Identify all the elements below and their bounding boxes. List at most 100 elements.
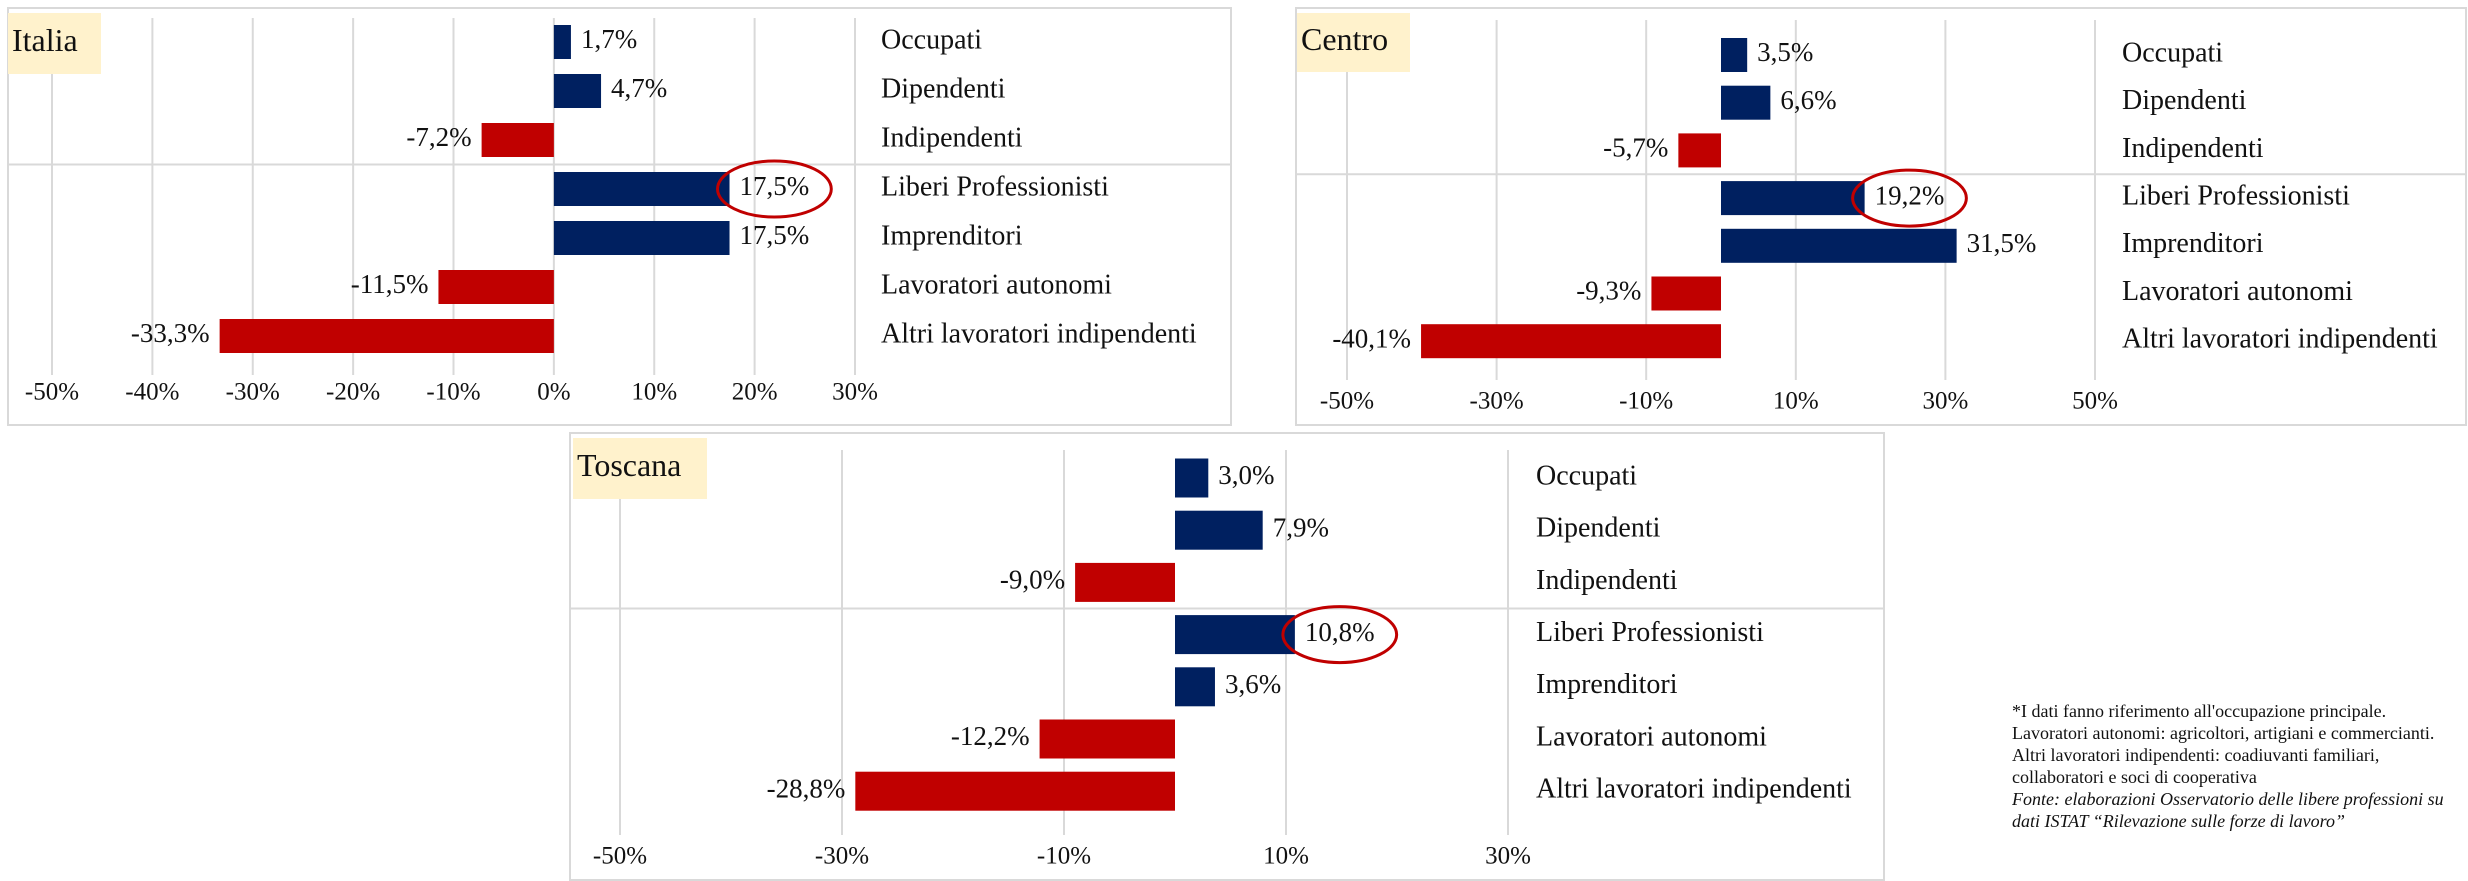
highlight-circle <box>1281 605 1399 665</box>
title-background <box>1297 13 1410 72</box>
x-tick-label: 30% <box>832 379 878 406</box>
bar <box>1721 228 1957 263</box>
value-label: -28,8% <box>767 773 846 803</box>
value-label: -12,2% <box>951 721 1030 751</box>
bar <box>1175 510 1263 550</box>
value-label: -5,7% <box>1603 133 1668 163</box>
x-tick-label: -10% <box>1619 388 1673 415</box>
x-tick-label: 50% <box>2072 388 2118 415</box>
value-label: -9,0% <box>1000 565 1065 595</box>
bar <box>1651 276 1721 311</box>
footnote: *I dati fanno riferimento all'occupazion… <box>2012 700 2462 832</box>
bar <box>855 771 1175 811</box>
bar <box>553 25 571 59</box>
category-label: Liberi Professionisti <box>1536 617 1764 648</box>
bar <box>1175 458 1209 498</box>
x-tick-label: -20% <box>326 379 380 406</box>
value-label: 4,7% <box>611 73 667 103</box>
footnote-source: Fonte: elaborazioni Osservatorio delle l… <box>2012 789 2444 831</box>
value-label: 17,5% <box>740 171 810 201</box>
x-tick-label: -10% <box>426 379 480 406</box>
category-label: Lavoratori autonomi <box>881 269 1112 300</box>
category-label: Indipendenti <box>1536 565 1678 596</box>
category-label: Indipendenti <box>881 122 1023 153</box>
value-label: 3,6% <box>1225 669 1281 699</box>
x-tick-label: -30% <box>1470 388 1524 415</box>
category-label: Liberi Professionisti <box>881 171 1109 202</box>
x-tick-label: -50% <box>1320 388 1374 415</box>
panel-border <box>569 432 1885 881</box>
value-label: -9,3% <box>1576 276 1641 306</box>
value-label: 6,6% <box>1780 85 1836 115</box>
x-tick-label: 20% <box>732 379 778 406</box>
category-label: Dipendenti <box>2122 85 2247 116</box>
value-label: 31,5% <box>1967 228 2037 258</box>
x-tick-label: 0% <box>537 379 570 406</box>
bar <box>1075 562 1175 602</box>
highlight-circle <box>716 159 833 219</box>
value-label: -7,2% <box>406 122 471 152</box>
bar <box>1721 181 1865 216</box>
chart-title: Centro <box>1301 21 1388 57</box>
x-tick-label: -40% <box>125 379 179 406</box>
chart-title: Toscana <box>577 447 681 483</box>
x-tick-label: 10% <box>1773 388 1819 415</box>
value-label: 7,9% <box>1273 512 1329 542</box>
category-label: Dipendenti <box>1536 513 1661 544</box>
value-label: -33,3% <box>131 318 210 348</box>
category-label: Occupati <box>1536 460 1637 491</box>
x-tick-label: -10% <box>1037 843 1091 870</box>
value-label: 10,8% <box>1305 617 1375 647</box>
bar <box>553 221 730 255</box>
category-label: Imprenditori <box>2122 228 2264 259</box>
category-label: Indipendenti <box>2122 133 2264 164</box>
x-tick-label: 10% <box>1263 843 1309 870</box>
bar <box>1421 324 1721 359</box>
highlight-circle <box>1851 168 1968 228</box>
category-label: Altri lavoratori indipendenti <box>1536 774 1852 805</box>
x-tick-label: 30% <box>1922 388 1968 415</box>
bar <box>553 74 602 108</box>
x-tick-label: 10% <box>631 379 677 406</box>
panel-border <box>1295 7 2467 426</box>
bar <box>1175 667 1215 707</box>
chart-title: Italia <box>12 22 78 58</box>
title-background <box>8 13 101 74</box>
footnote-note: *I dati fanno riferimento all'occupazion… <box>2012 701 2435 787</box>
x-tick-label: 30% <box>1485 843 1531 870</box>
x-tick-label: -50% <box>25 379 79 406</box>
value-label: 3,0% <box>1218 460 1274 490</box>
value-label: 19,2% <box>1875 180 1945 210</box>
value-label: 3,5% <box>1757 37 1813 67</box>
bar <box>1721 85 1771 120</box>
bar <box>481 123 554 157</box>
x-tick-label: -50% <box>593 843 647 870</box>
bar <box>1721 38 1748 72</box>
category-label: Occupati <box>2122 37 2223 68</box>
category-label: Altri lavoratori indipendenti <box>881 318 1197 349</box>
category-label: Dipendenti <box>881 73 1006 104</box>
bar <box>1678 133 1721 168</box>
value-label: -40,1% <box>1332 323 1411 353</box>
category-label: Lavoratori autonomi <box>2122 276 2353 307</box>
category-label: Altri lavoratori indipendenti <box>2122 324 2438 355</box>
value-label: 17,5% <box>740 220 810 250</box>
value-label: 1,7% <box>581 24 637 54</box>
panel-border <box>7 7 1232 426</box>
category-label: Occupati <box>881 24 982 55</box>
footnote-box: *I dati fanno riferimento all'occupazion… <box>2012 700 2462 832</box>
category-label: Liberi Professionisti <box>2122 181 2350 212</box>
bar <box>1175 615 1295 655</box>
bar <box>553 172 730 206</box>
category-label: Lavoratori autonomi <box>1536 721 1767 752</box>
value-label: -11,5% <box>351 269 429 299</box>
bar <box>219 319 554 353</box>
x-tick-label: -30% <box>815 843 869 870</box>
bar <box>1039 719 1175 759</box>
x-tick-label: -30% <box>226 379 280 406</box>
bar <box>438 270 554 304</box>
category-label: Imprenditori <box>1536 669 1678 700</box>
category-label: Imprenditori <box>881 220 1023 251</box>
title-background <box>573 438 707 499</box>
